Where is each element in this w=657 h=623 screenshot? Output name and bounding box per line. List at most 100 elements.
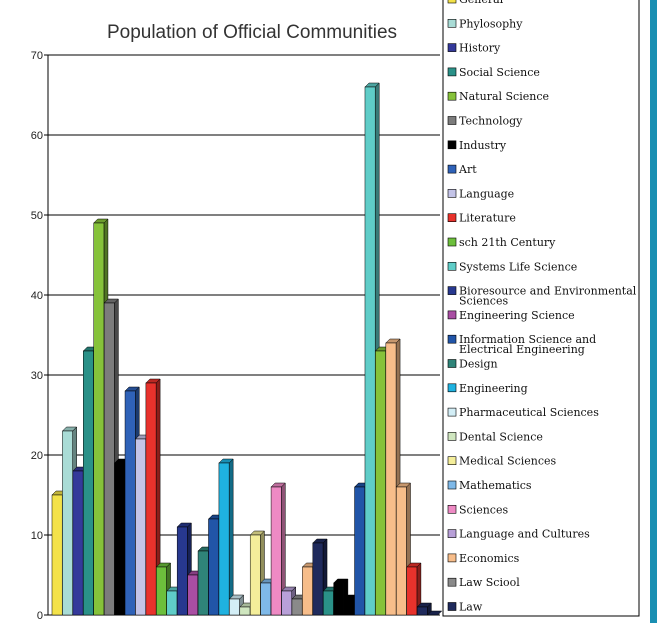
- bar-front: [270, 486, 282, 616]
- bar-front: [260, 582, 272, 616]
- legend-swatch: [447, 529, 457, 538]
- legend-label: General: [459, 0, 504, 6]
- legend-swatch: [447, 237, 457, 247]
- bar: [218, 458, 234, 616]
- chart-title: Population of Official Communities: [107, 22, 397, 43]
- legend-item: Pharmaceutical Sciences: [447, 406, 599, 419]
- legend-swatch: [447, 189, 457, 198]
- legend-swatch: [447, 286, 457, 295]
- legend-label: Pharmaceutical Sciences: [459, 406, 599, 419]
- legend-swatch: [447, 261, 457, 271]
- legend-swatch: [447, 480, 457, 490]
- legend-item: Systems Life Science: [447, 260, 577, 273]
- legend-label: Law: [459, 601, 483, 614]
- y-tick-label: 10: [31, 530, 43, 542]
- legend-item: Language and Cultures: [447, 528, 590, 541]
- legend-swatch: [447, 213, 457, 222]
- legend-label: Mathematics: [459, 479, 532, 492]
- legend: General Phylosophy History Social Science Na…: [442, 0, 640, 617]
- bar-front: [114, 462, 126, 616]
- bar-front: [103, 302, 115, 616]
- legend-swatch: [447, 91, 457, 101]
- legend-label: History: [459, 42, 501, 55]
- legend-swatch: [447, 140, 457, 150]
- bar-front: [364, 86, 376, 616]
- legend-item: Literature: [447, 212, 516, 225]
- bar-front: [62, 430, 73, 616]
- bar-front: [249, 534, 261, 616]
- y-tick-label: 40: [31, 290, 43, 302]
- y-tick-label: 60: [31, 130, 43, 142]
- bar-front: [156, 566, 167, 616]
- bar: [145, 378, 161, 616]
- frame-accent-bar: [650, 0, 657, 623]
- legend-swatch: [447, 432, 457, 441]
- legend-item: General: [447, 0, 504, 6]
- legend-label: Language and Cultures: [459, 528, 590, 541]
- legend-swatch: [447, 383, 457, 393]
- legend-item: Language: [447, 187, 514, 200]
- legend-item: Engineering Science: [447, 309, 575, 322]
- legend-item: Social Science: [447, 66, 540, 79]
- legend-label: Art: [458, 163, 477, 176]
- legend-label: Systems Life Science: [459, 260, 577, 273]
- bar-front: [124, 390, 136, 616]
- legend-swatch: [447, 334, 457, 344]
- legend-item: Engineering: [447, 382, 528, 395]
- legend-swatch: [447, 116, 457, 125]
- legend-item: Economics: [447, 552, 520, 565]
- bar-front: [396, 486, 407, 616]
- legend-label: Language: [459, 187, 514, 200]
- y-tick-label: 20: [31, 450, 43, 462]
- legend-item: Medical Sciences: [447, 455, 557, 468]
- bar-front: [72, 470, 84, 616]
- legend-swatch: [447, 18, 457, 28]
- bar-top: [426, 610, 443, 616]
- bar-front: [145, 382, 157, 616]
- legend-label: Engineering Science: [459, 309, 575, 322]
- legend-swatch: [447, 359, 457, 368]
- bar-front: [166, 590, 178, 616]
- bar-front: [354, 486, 366, 616]
- legend-item: Law Sciool: [447, 576, 520, 589]
- legend-label: Medical Sciences: [459, 455, 557, 468]
- legend-label: Information Science and Electrical Engine…: [459, 333, 596, 356]
- legend-swatch: [447, 67, 457, 77]
- bar-front: [197, 550, 209, 616]
- y-axis-ticks: 0 10 20 30 40 50 60 70: [31, 50, 48, 622]
- bar-front: [375, 350, 386, 616]
- bar-front: [312, 542, 324, 616]
- legend-box: [442, 0, 640, 617]
- legend-swatch: [447, 577, 457, 587]
- legend-item: Information Science and Electrical Engine…: [447, 333, 596, 356]
- legend-item: Law: [447, 601, 483, 614]
- bar-front: [333, 582, 345, 616]
- legend-swatch: [447, 43, 457, 52]
- bar-front: [176, 526, 188, 616]
- legend-label: Law Sciool: [459, 576, 520, 589]
- bar-front: [406, 566, 418, 616]
- bar-front: [302, 566, 313, 616]
- bar-front: [343, 598, 355, 616]
- legend-label: Sciences: [459, 503, 508, 516]
- legend-label: Industry: [459, 139, 507, 152]
- bars: [51, 82, 443, 616]
- legend-label: Technology: [459, 115, 523, 128]
- legend-label: Engineering: [459, 382, 528, 395]
- legend-label: sch 21th Century: [459, 236, 556, 249]
- bar-front: [135, 438, 146, 616]
- legend-item: History: [447, 42, 501, 55]
- legend-swatch: [447, 310, 457, 320]
- legend-item: Phylosophy: [447, 17, 523, 30]
- y-tick-label: 30: [31, 370, 43, 382]
- bar-front: [281, 590, 292, 616]
- legend-swatch: [447, 504, 457, 514]
- bar-front: [83, 350, 94, 616]
- legend-item: sch 21th Century: [447, 236, 556, 249]
- legend-label: Phylosophy: [459, 17, 523, 30]
- bar-front: [385, 342, 397, 616]
- legend-item: Mathematics: [447, 479, 532, 492]
- bar: [416, 602, 432, 616]
- bar-front: [291, 598, 303, 616]
- bar-side: [228, 458, 234, 616]
